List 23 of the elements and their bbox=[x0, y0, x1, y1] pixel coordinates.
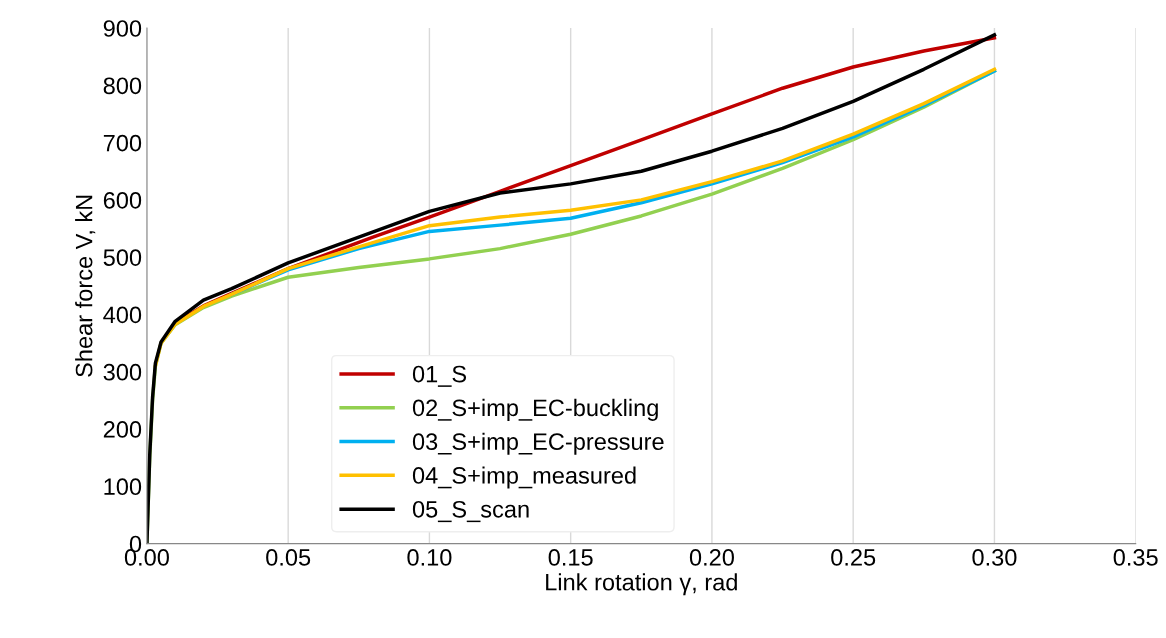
y-tick-label: 500 bbox=[103, 249, 142, 266]
y-tick-label: 300 bbox=[103, 363, 142, 381]
y-tick-label: 100 bbox=[104, 478, 142, 496]
y-tick-label: 600 bbox=[103, 191, 142, 209]
x-tick-label: 0.05 bbox=[266, 549, 311, 566]
y-axis-title: Shear force V, kN bbox=[75, 195, 96, 377]
y-tick-label: 900 bbox=[103, 20, 142, 37]
legend-label: 03_S+imp_EC-pressure bbox=[412, 432, 664, 455]
legend-label: 01_S bbox=[412, 365, 467, 387]
x-tick-label: 0.10 bbox=[407, 549, 452, 566]
x-tick-label: 0.30 bbox=[972, 549, 1017, 566]
y-tick-label: 400 bbox=[103, 306, 142, 324]
x-tick-label: 0.20 bbox=[689, 549, 734, 566]
legend-label: 04_S+imp_measured bbox=[412, 466, 636, 489]
x-tick-label: 0.15 bbox=[548, 549, 593, 566]
y-tick-label: 200 bbox=[103, 421, 142, 438]
x-tick-label: 0.25 bbox=[831, 549, 876, 566]
x-axis-title: Link rotation γ, rad bbox=[546, 573, 737, 596]
y-tick-label: 700 bbox=[103, 134, 142, 152]
legend-label: 02_S+imp_EC-buckling bbox=[412, 398, 658, 421]
y-tick-label: 800 bbox=[103, 77, 142, 95]
x-tick-label: 0.35 bbox=[1113, 549, 1158, 566]
legend-label: 05_S_scan bbox=[412, 500, 529, 523]
